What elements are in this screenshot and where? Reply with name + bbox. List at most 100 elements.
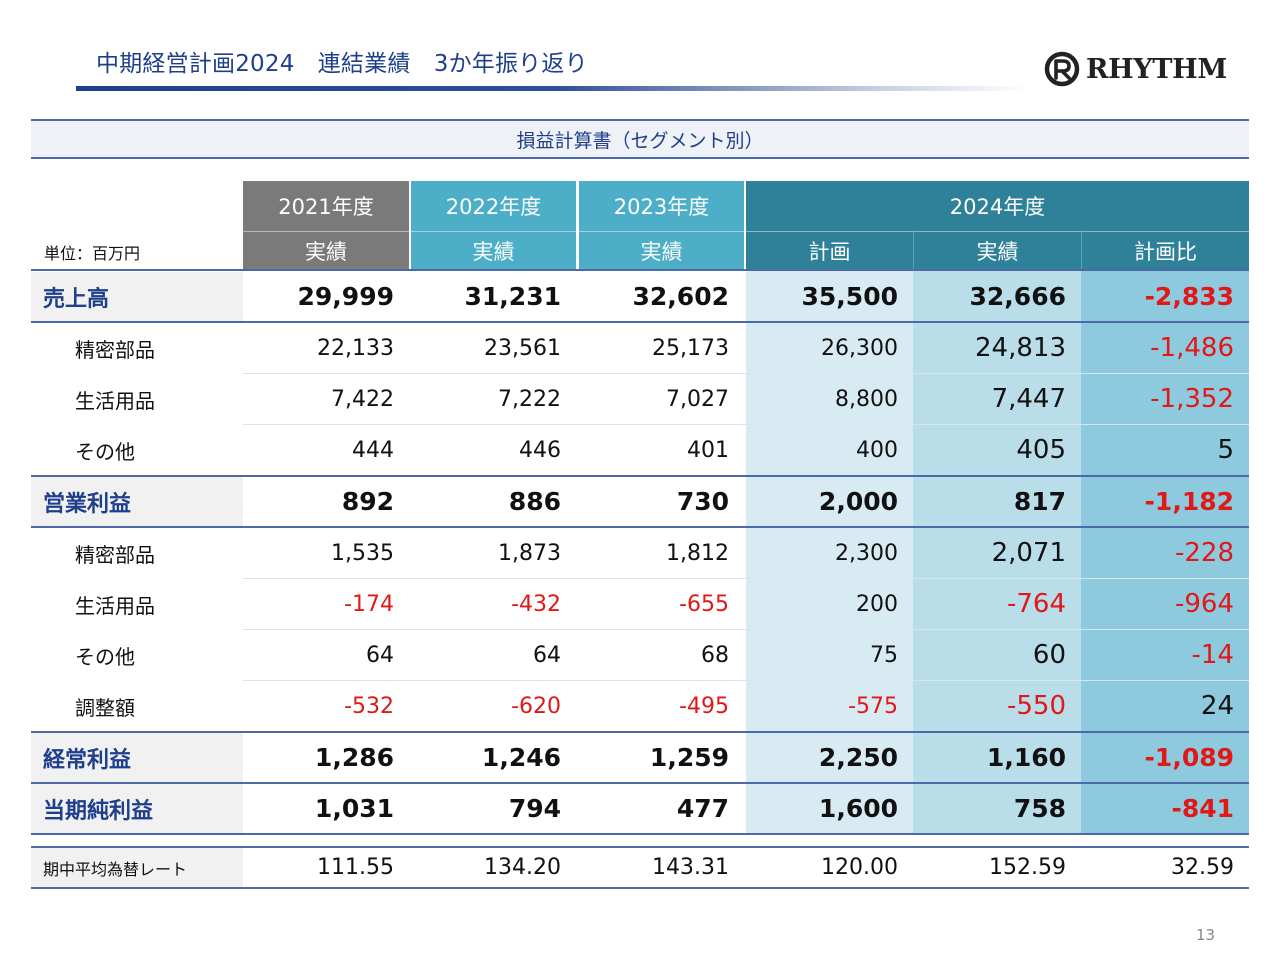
value-cell: 64 <box>533 642 561 668</box>
value-cell: 32,602 <box>632 282 729 311</box>
row-rule <box>31 321 1249 323</box>
row-divider <box>243 578 1249 579</box>
header-2023-actual: 実績 <box>579 231 744 270</box>
value-cell: -228 <box>1174 538 1234 568</box>
value-cell: -550 <box>1006 691 1066 721</box>
header-2024-actual: 実績 <box>913 231 1081 270</box>
value-cell: 2,071 <box>991 538 1066 568</box>
value-cell: 7,027 <box>666 386 729 412</box>
value-cell: 400 <box>856 437 898 463</box>
value-cell: 143.31 <box>652 855 729 880</box>
row-label-other: その他 <box>75 644 135 669</box>
value-cell: 1,286 <box>314 743 394 772</box>
value-cell: -495 <box>679 693 729 719</box>
value-cell: 26,300 <box>821 335 898 361</box>
value-cell: 2,250 <box>818 743 898 772</box>
value-cell: 22,133 <box>317 335 394 361</box>
value-cell: 1,160 <box>986 743 1066 772</box>
value-cell: 120.00 <box>821 855 898 880</box>
unit-label: 単位：百万円 <box>44 244 141 263</box>
value-cell: 23,561 <box>484 335 561 361</box>
page-number: 13 <box>1196 926 1216 944</box>
value-cell: 7,222 <box>498 386 561 412</box>
value-cell: 758 <box>1013 794 1066 823</box>
page-title: 中期経営計画2024 連結業績 3か年振り返り <box>96 51 588 77</box>
value-cell: -14 <box>1191 640 1234 670</box>
row-label-net-sales: 売上高 <box>31 272 243 321</box>
header-2024-vs-plan: 計画比 <box>1081 231 1249 270</box>
value-cell: 200 <box>856 591 898 617</box>
value-cell: 75 <box>870 642 898 668</box>
value-cell: 1,259 <box>649 743 729 772</box>
value-cell: 1,873 <box>498 540 561 566</box>
rhythm-logo-mark-icon <box>1044 51 1080 87</box>
value-cell: -174 <box>344 591 394 617</box>
row-label-adjustments: 調整額 <box>75 695 135 720</box>
row-label-precision-parts: 精密部品 <box>75 542 155 567</box>
row-label-household-goods: 生活用品 <box>75 593 155 618</box>
value-cell: 477 <box>676 794 729 823</box>
value-cell: -655 <box>679 591 729 617</box>
row-label-average-exchange-rate: 期中平均為替レート <box>31 848 243 887</box>
value-cell: 2,000 <box>818 487 898 516</box>
row-divider <box>243 680 1249 681</box>
header-2021: 2021年度 <box>243 181 409 231</box>
header-2022-actual: 実績 <box>411 231 576 270</box>
value-cell: 405 <box>1016 435 1066 465</box>
header-2024: 2024年度 <box>746 181 1249 231</box>
value-cell: -764 <box>1006 589 1066 619</box>
value-cell: 886 <box>508 487 561 516</box>
value-cell: 29,999 <box>297 282 394 311</box>
value-cell: -620 <box>511 693 561 719</box>
value-cell: -1,182 <box>1144 487 1234 516</box>
table-bottom-rule <box>31 833 1249 835</box>
value-cell: 446 <box>519 437 561 463</box>
value-cell: 68 <box>701 642 729 668</box>
row-divider <box>243 424 1249 425</box>
value-cell: 25,173 <box>652 335 729 361</box>
value-cell: -1,486 <box>1150 333 1234 363</box>
section-banner: 損益計算書（セグメント別） <box>31 119 1249 159</box>
value-cell: 152.59 <box>989 855 1066 880</box>
value-cell: 1,600 <box>818 794 898 823</box>
value-cell: 1,535 <box>331 540 394 566</box>
value-cell: -1,089 <box>1144 743 1234 772</box>
value-cell: 1,812 <box>666 540 729 566</box>
fx-top-rule <box>31 846 1249 848</box>
value-cell: 32,666 <box>969 282 1066 311</box>
value-cell: 1,031 <box>314 794 394 823</box>
row-rule <box>31 475 1249 477</box>
value-cell: 24,813 <box>975 333 1066 363</box>
value-cell: -841 <box>1171 794 1234 823</box>
value-cell: 730 <box>676 487 729 516</box>
value-cell: 31,231 <box>464 282 561 311</box>
value-cell: 64 <box>366 642 394 668</box>
logo-text: RHYTHM <box>1086 53 1227 85</box>
value-cell: 5 <box>1217 435 1234 465</box>
value-cell: 1,246 <box>481 743 561 772</box>
row-rule <box>31 731 1249 733</box>
value-cell: 8,800 <box>835 386 898 412</box>
header-2021-actual: 実績 <box>243 231 409 270</box>
value-cell: 32.59 <box>1171 855 1234 880</box>
value-cell: -575 <box>848 693 898 719</box>
header-2023: 2023年度 <box>579 181 744 231</box>
value-cell: 24 <box>1200 691 1234 721</box>
vs-plan-column-bg <box>1081 270 1249 833</box>
value-cell: 444 <box>352 437 394 463</box>
value-cell: -532 <box>344 693 394 719</box>
row-label-other: その他 <box>75 439 135 464</box>
plan-column-bg <box>746 270 913 833</box>
company-logo: RHYTHM <box>1044 49 1227 89</box>
actual-2024-column-bg <box>913 270 1081 833</box>
value-cell: -1,352 <box>1150 384 1234 414</box>
value-cell: 892 <box>341 487 394 516</box>
value-cell: -964 <box>1174 589 1234 619</box>
row-label-household-goods: 生活用品 <box>75 388 155 413</box>
value-cell: 35,500 <box>801 282 898 311</box>
header-2024-plan: 計画 <box>746 231 913 270</box>
header-bottom-rule <box>31 269 1249 271</box>
value-cell: 794 <box>508 794 561 823</box>
banner-title: 損益計算書（セグメント別） <box>516 129 764 152</box>
value-cell: 401 <box>687 437 729 463</box>
